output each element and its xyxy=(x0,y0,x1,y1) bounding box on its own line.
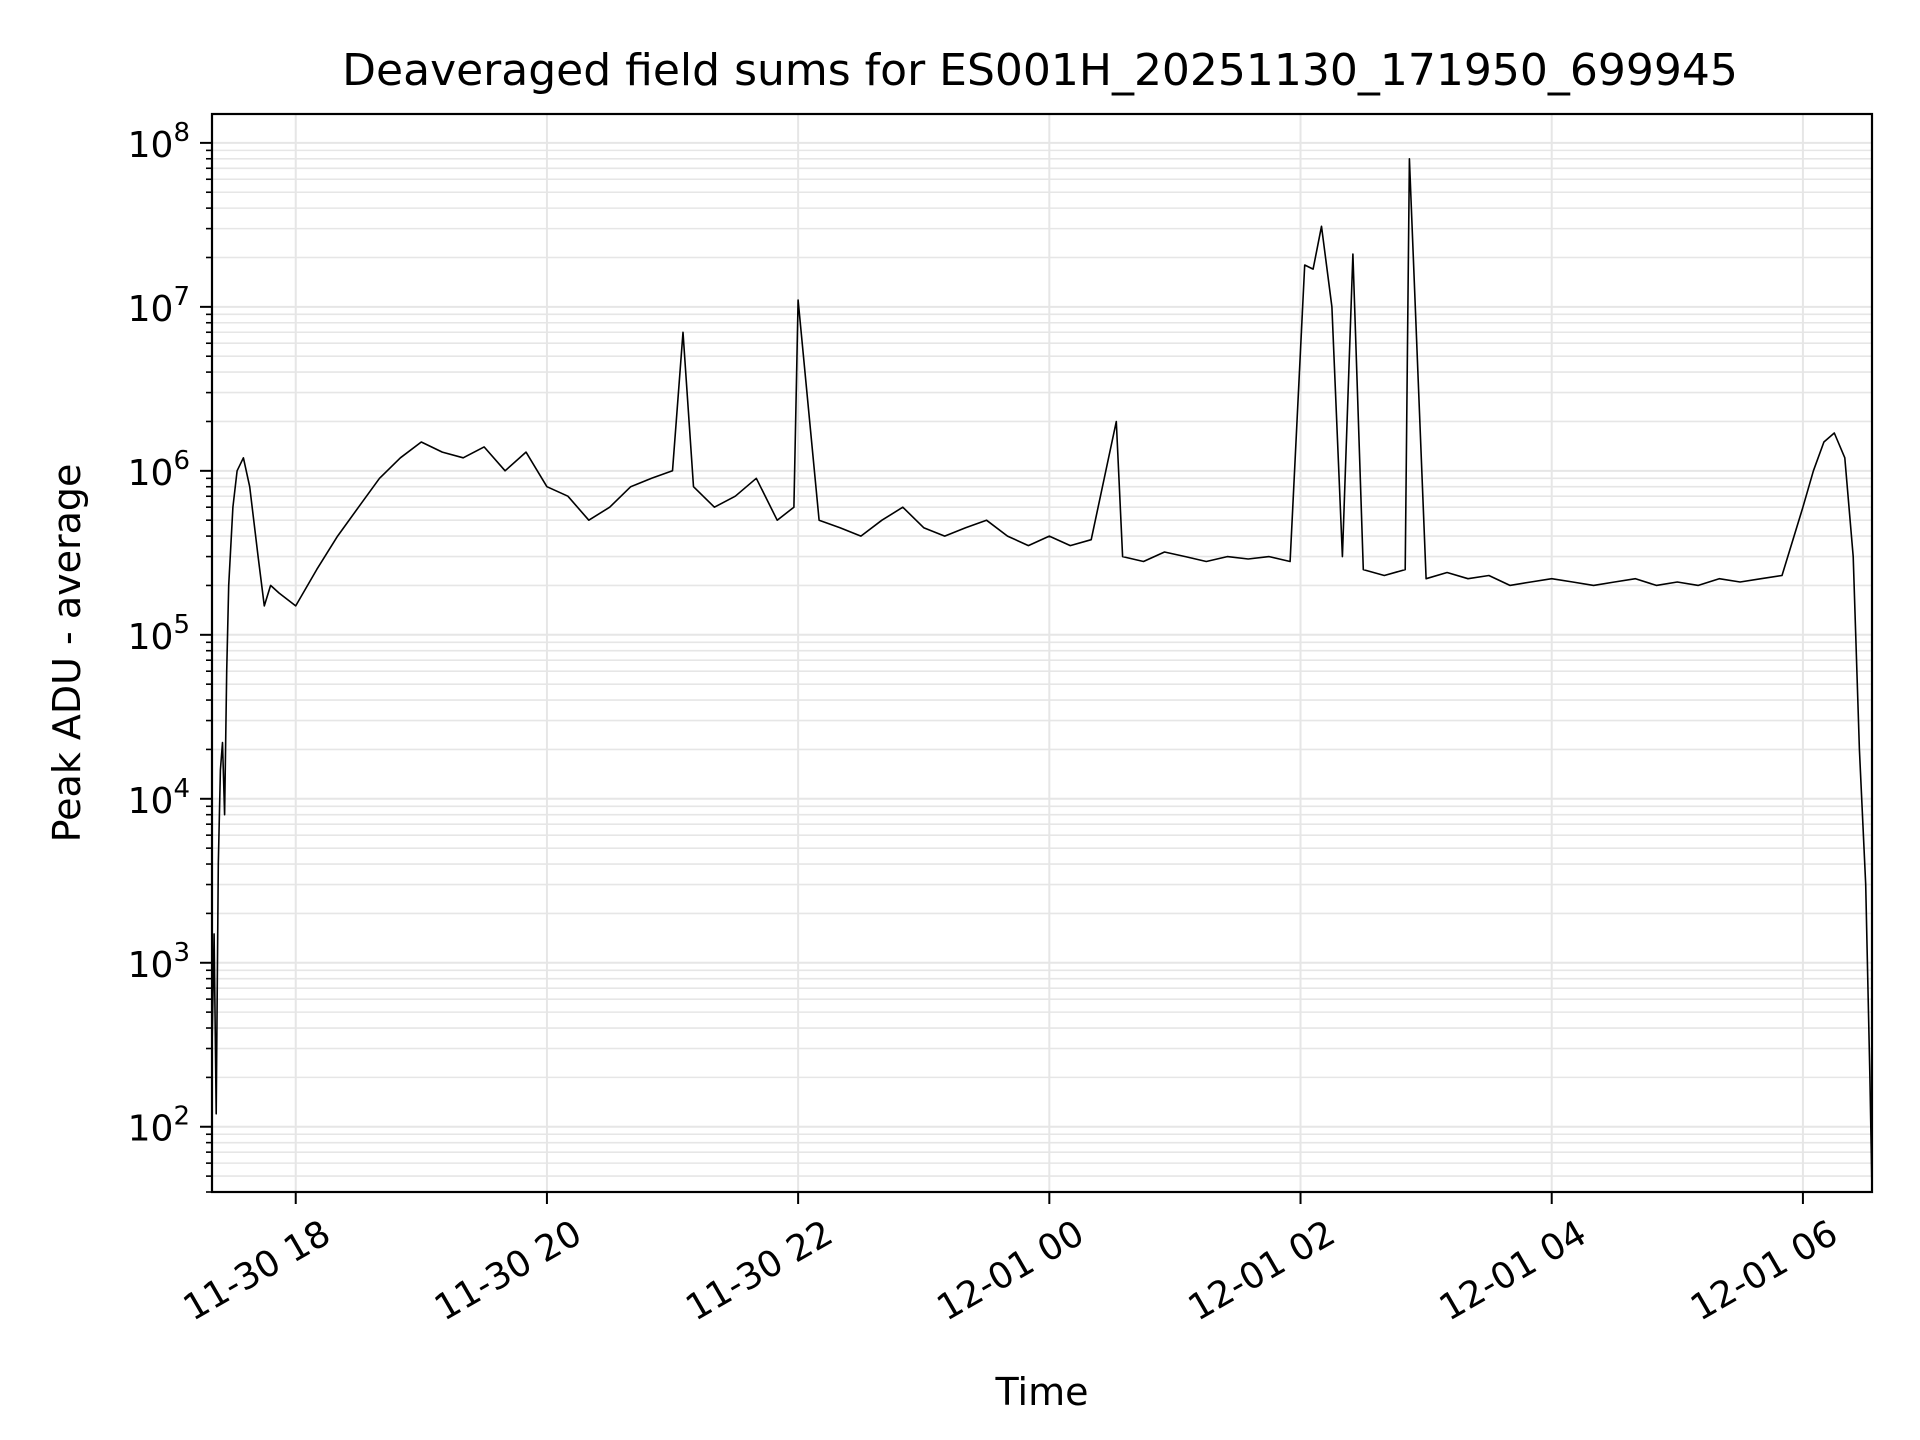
y-tick-label: 105 xyxy=(128,610,190,658)
x-tick-label: 11-30 20 xyxy=(428,1213,589,1329)
x-tick-label: 12-01 04 xyxy=(1433,1213,1594,1329)
x-tick-label: 12-01 06 xyxy=(1684,1213,1845,1329)
x-axis-label: Time xyxy=(995,1370,1089,1414)
grid-layer xyxy=(212,114,1872,1193)
x-tick-label: 11-30 18 xyxy=(177,1213,338,1329)
y-tick-label: 107 xyxy=(128,282,190,330)
x-tick-label: 12-01 00 xyxy=(930,1213,1091,1329)
series-line xyxy=(211,158,1873,1193)
chart-title: Deaveraged field sums for ES001H_2025113… xyxy=(342,45,1738,96)
y-tick-label: 103 xyxy=(128,938,190,986)
plot-frame xyxy=(210,112,1874,1194)
series-layer xyxy=(211,158,1873,1193)
y-axis-label: Peak ADU - average xyxy=(45,464,89,843)
x-tick-label: 12-01 02 xyxy=(1182,1213,1343,1329)
y-tick-label: 102 xyxy=(128,1102,190,1150)
y-tick-label: 108 xyxy=(128,118,190,166)
y-tick-label: 106 xyxy=(128,446,190,494)
y-tick-label: 104 xyxy=(128,774,190,822)
x-tick-label: 11-30 22 xyxy=(679,1213,840,1329)
ticks-layer: 11-30 18 11-30 20 11-30 22 12-01 00 12-01 02… xyxy=(128,118,1845,1329)
